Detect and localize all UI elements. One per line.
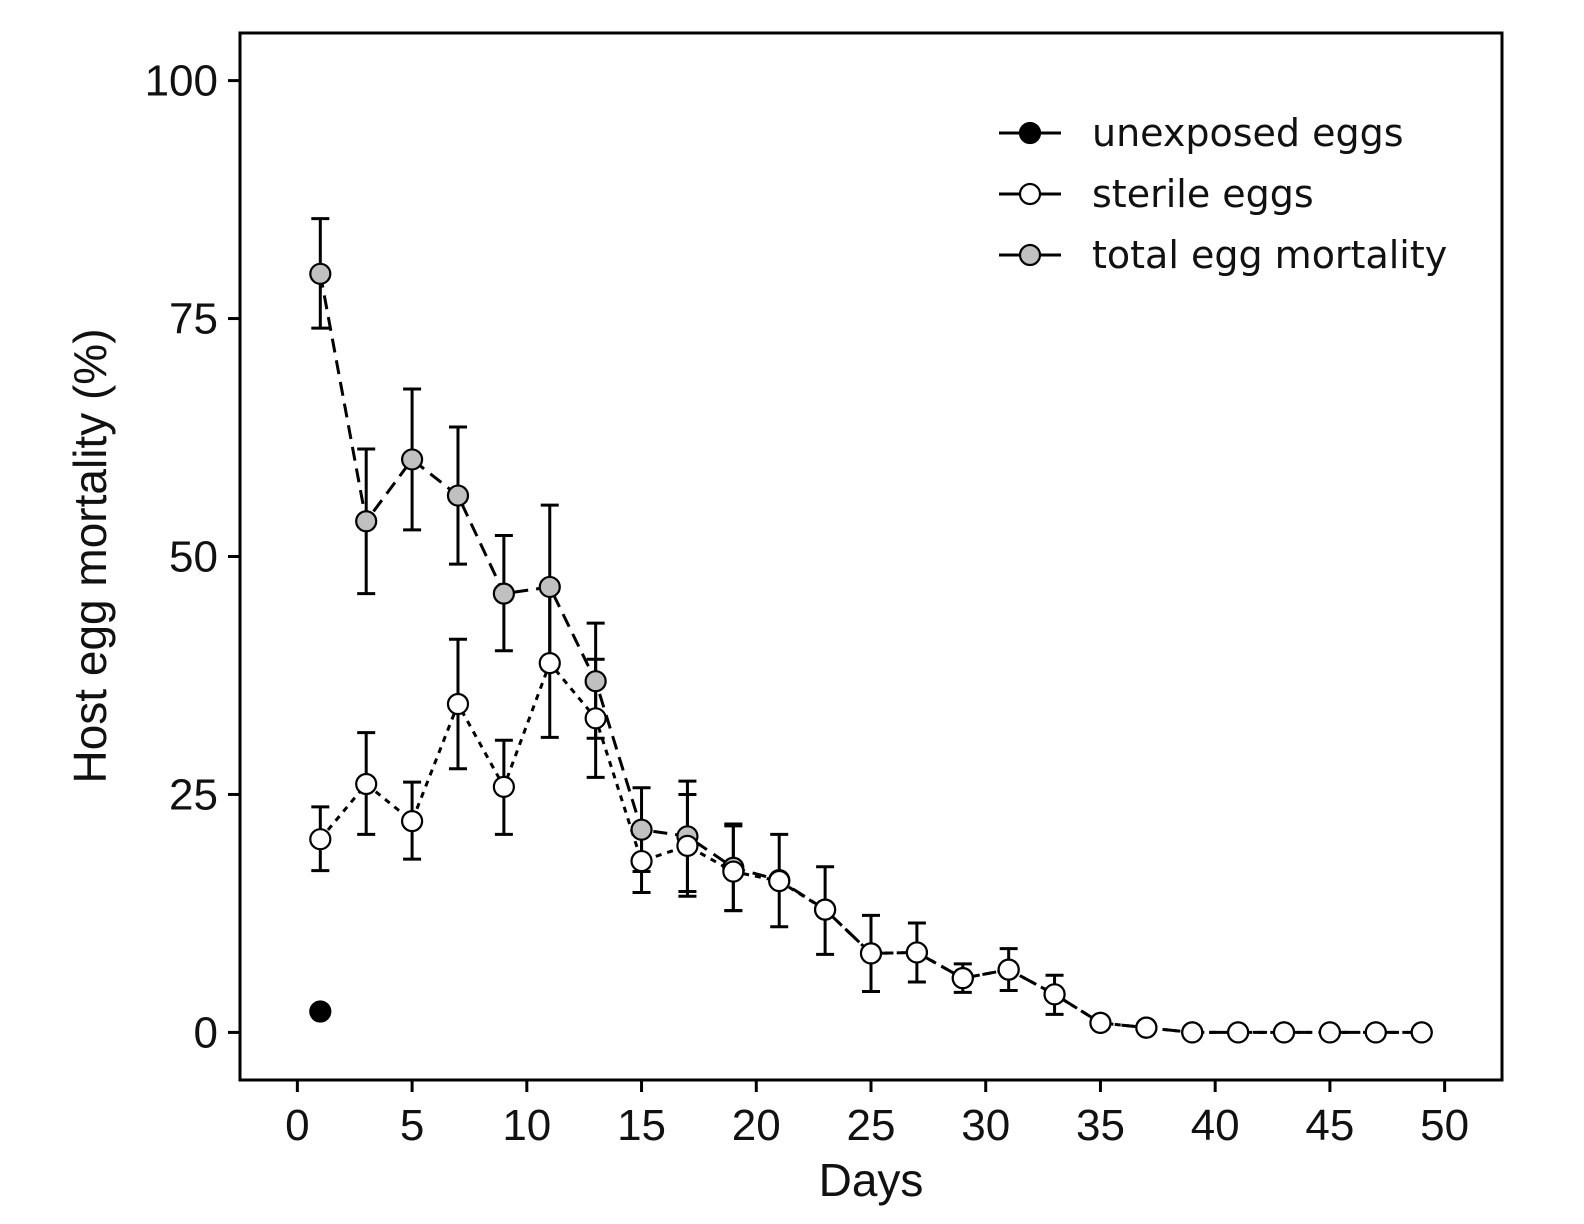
- data-point-sterile-eggs: [309, 828, 332, 851]
- y-tick-label: 100: [145, 57, 218, 106]
- data-point-sterile-eggs: [768, 869, 791, 893]
- data-point-total-egg-mortality: [400, 448, 424, 471]
- y-axis-title: Host egg mortality (%): [64, 328, 116, 783]
- x-tick-label: 35: [1076, 1101, 1125, 1150]
- x-tick-label: 50: [1420, 1101, 1469, 1150]
- x-tick-label: 20: [732, 1101, 781, 1150]
- data-point-sterile-eggs: [1227, 1021, 1250, 1044]
- series-layer: [309, 217, 1433, 1044]
- data-point-sterile-eggs: [1181, 1021, 1204, 1044]
- y-tick-label: 75: [169, 295, 218, 344]
- data-point-sterile-eggs: [814, 898, 837, 921]
- x-tick-label: 15: [617, 1101, 666, 1150]
- x-tick-label: 5: [400, 1101, 424, 1150]
- data-point-sterile-eggs: [355, 772, 378, 796]
- data-point-unexposed-eggs: [309, 1000, 332, 1023]
- x-tick-label: 40: [1191, 1101, 1240, 1150]
- data-point-total-egg-mortality: [584, 670, 607, 693]
- data-point-sterile-eggs: [584, 707, 607, 730]
- legend-label: total egg mortality: [1092, 233, 1447, 277]
- legend: unexposed eggs sterile eggs total egg mort…: [999, 111, 1447, 277]
- data-point-total-egg-mortality: [630, 818, 653, 841]
- data-point-sterile-eggs: [1089, 1011, 1112, 1034]
- y-tick-label: 0: [194, 1008, 218, 1057]
- data-point-sterile-eggs: [1410, 1021, 1433, 1044]
- data-point-total-egg-mortality: [492, 582, 515, 605]
- x-tick-label: 30: [961, 1101, 1010, 1150]
- legend-swatch-marker: [1018, 243, 1042, 267]
- data-point-sterile-eggs: [951, 967, 974, 990]
- data-point-total-egg-mortality: [446, 484, 470, 507]
- data-point-sterile-eggs: [630, 849, 653, 873]
- data-point-sterile-eggs: [1272, 1021, 1296, 1044]
- data-point-sterile-eggs: [400, 810, 424, 833]
- y-tick-label: 25: [169, 770, 218, 819]
- data-point-sterile-eggs: [997, 958, 1020, 981]
- legend-label: unexposed eggs: [1092, 111, 1404, 155]
- legend-swatch-marker: [1018, 121, 1042, 145]
- data-point-total-egg-mortality: [355, 510, 378, 533]
- y-axis-ticks: 0 25 50 75 100: [145, 57, 240, 1057]
- x-tick-label: 10: [502, 1101, 551, 1150]
- data-point-sterile-eggs: [1364, 1021, 1387, 1044]
- legend-swatch-marker: [1018, 182, 1042, 206]
- data-point-sterile-eggs: [722, 860, 745, 883]
- y-tick-label: 50: [169, 533, 218, 582]
- legend-label: sterile eggs: [1092, 172, 1314, 216]
- data-point-sterile-eggs: [538, 652, 561, 675]
- data-point-sterile-eggs: [859, 942, 883, 965]
- x-tick-label: 45: [1305, 1101, 1354, 1150]
- x-axis-title: Days: [819, 1154, 924, 1206]
- data-point-sterile-eggs: [1043, 983, 1066, 1006]
- x-axis-ticks: 0 5 10 15 20 25 30 35 40 45 50: [285, 1080, 1469, 1150]
- data-point-sterile-eggs: [492, 775, 515, 798]
- data-point-sterile-eggs: [1135, 1016, 1158, 1039]
- x-tick-label: 25: [847, 1101, 896, 1150]
- data-point-sterile-eggs: [1318, 1021, 1342, 1044]
- x-tick-label: 0: [285, 1101, 309, 1150]
- data-point-sterile-eggs: [446, 692, 470, 716]
- data-point-total-egg-mortality: [538, 575, 561, 599]
- data-point-total-egg-mortality: [309, 262, 332, 285]
- data-point-sterile-eggs: [676, 834, 699, 857]
- data-point-sterile-eggs: [905, 941, 928, 964]
